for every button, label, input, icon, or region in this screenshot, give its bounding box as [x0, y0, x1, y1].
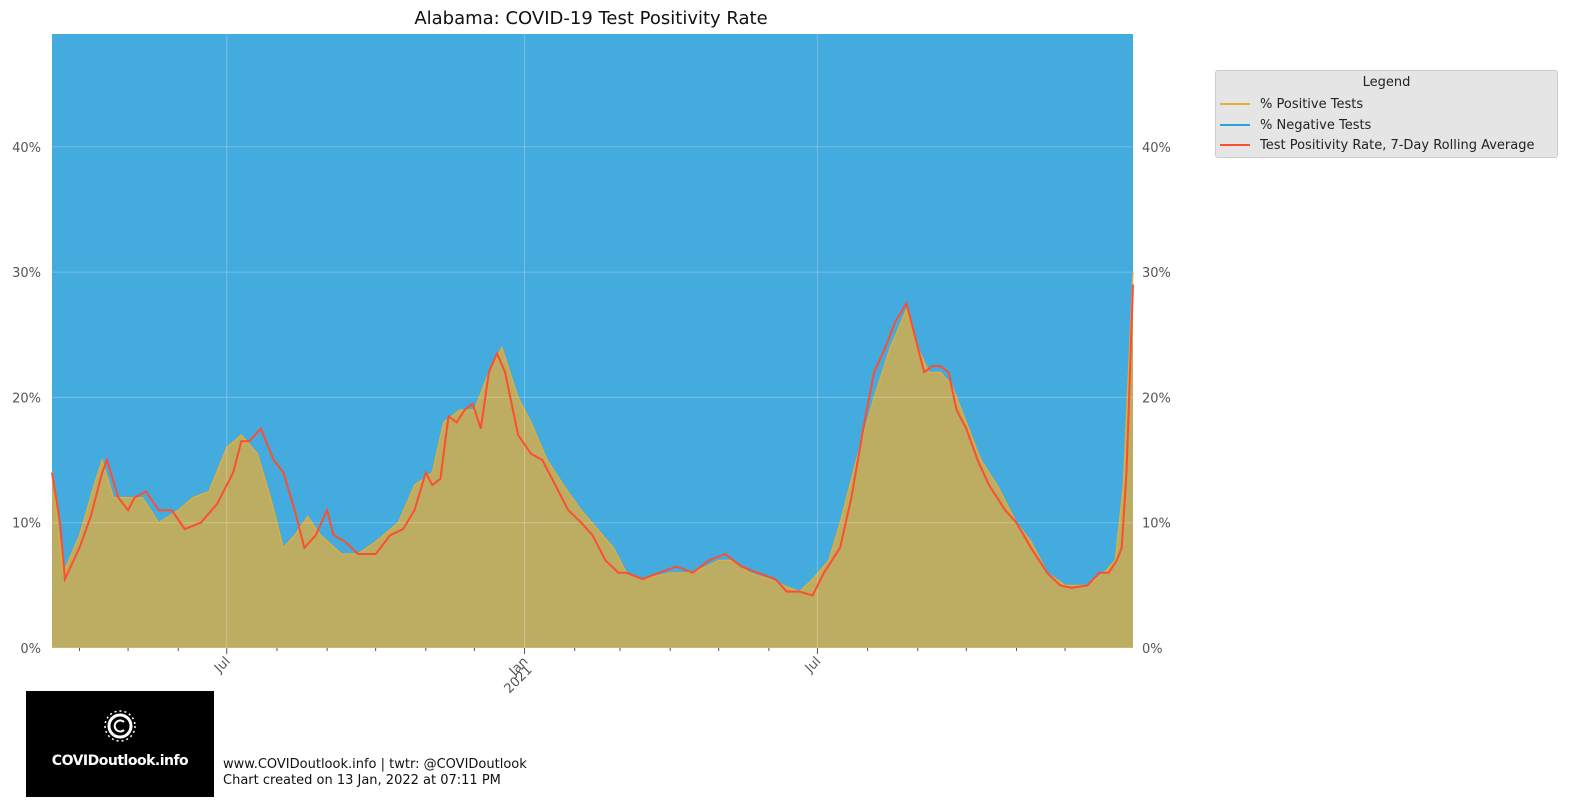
legend-swatch-rolling-average	[1220, 144, 1250, 146]
legend: Legend % Positive Tests % Negative Tests…	[1215, 70, 1558, 158]
legend-swatch-positive	[1220, 103, 1250, 105]
positive-tests-area	[52, 272, 1133, 648]
y-tick-label-right: 40%	[1142, 141, 1171, 156]
footer-website: www.COVIDoutlook.info | twtr: @COVIDoutl…	[223, 757, 527, 772]
y-tick-label-right: 20%	[1142, 391, 1171, 406]
y-tick-label-right: 10%	[1142, 517, 1171, 532]
legend-title: Legend	[1362, 75, 1411, 90]
y-tick-label-right: 0%	[1142, 642, 1163, 657]
x-tick-label: Jul	[211, 654, 233, 676]
x-tick-label: Jul	[802, 654, 824, 676]
x-tick-label-group: Jul	[211, 654, 233, 676]
legend-label-negative: % Negative Tests	[1260, 117, 1372, 133]
legend-item-positive: % Positive Tests	[1220, 94, 1363, 114]
x-tick-label-group: Jul	[802, 654, 824, 676]
legend-item-negative: % Negative Tests	[1220, 115, 1371, 135]
y-tick-label-left: 30%	[12, 266, 41, 281]
y-tick-label-left: 10%	[12, 517, 41, 532]
legend-label-positive: % Positive Tests	[1260, 96, 1364, 112]
footer-created: Chart created on 13 Jan, 2022 at 07:11 P…	[223, 773, 501, 788]
virus-logo-icon	[104, 710, 136, 742]
y-tick-label-left: 0%	[20, 642, 41, 657]
covidoutlook-logo: COVIDoutlook.info	[26, 691, 214, 797]
chart-title: Alabama: COVID-19 Test Positivity Rate	[414, 8, 767, 29]
legend-item-rolling-average: Test Positivity Rate, 7-Day Rolling Aver…	[1220, 135, 1534, 155]
y-tick-label-left: 40%	[12, 141, 41, 156]
y-tick-label-right: 30%	[1142, 266, 1171, 281]
y-tick-label-left: 20%	[12, 391, 41, 406]
rolling-average-line	[51, 284, 1134, 597]
positive-tests-line	[51, 272, 1134, 593]
logo-text: COVIDoutlook.info	[51, 753, 189, 769]
legend-label-rolling-average: Test Positivity Rate, 7-Day Rolling Aver…	[1260, 137, 1535, 153]
legend-swatch-negative	[1220, 124, 1250, 126]
